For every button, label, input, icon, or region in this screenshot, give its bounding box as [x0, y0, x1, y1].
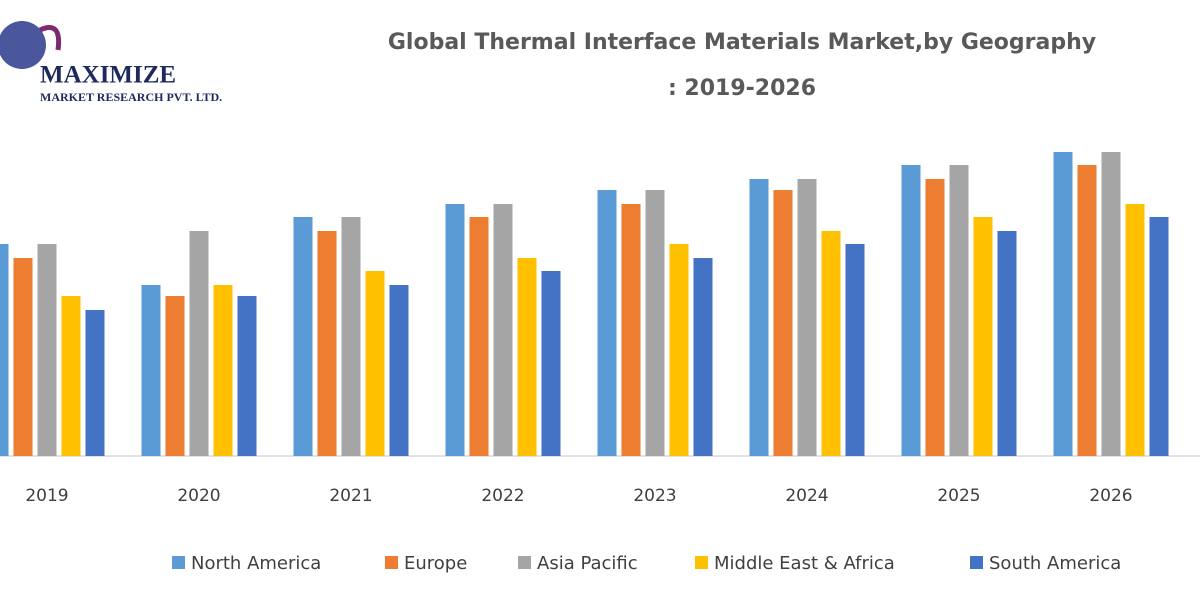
legend-swatch — [518, 556, 531, 569]
bar — [669, 244, 689, 456]
logo-swoosh — [38, 25, 62, 51]
logo: MAXIMIZE MARKET RESEARCH PVT. LTD. — [0, 21, 222, 104]
logo-tagline: MARKET RESEARCH PVT. LTD. — [40, 90, 222, 104]
bar — [469, 217, 489, 456]
bar — [749, 179, 769, 456]
bar — [365, 271, 385, 456]
x-tick-label: 2026 — [1089, 486, 1132, 506]
x-tick-label: 2022 — [481, 486, 524, 506]
x-tick-label: 2019 — [25, 486, 68, 506]
legend-label: Europe — [404, 553, 467, 574]
bar — [1077, 165, 1097, 456]
bar — [821, 231, 841, 456]
legend-label: North America — [191, 553, 321, 574]
bar — [293, 217, 313, 456]
bar — [1125, 204, 1145, 456]
x-tick-label: 2024 — [785, 486, 828, 506]
bar — [165, 296, 185, 456]
legend-swatch — [172, 556, 185, 569]
bar — [13, 258, 33, 456]
bar — [973, 217, 993, 456]
bar — [517, 258, 537, 456]
bar — [541, 271, 561, 456]
x-tick-label: 2025 — [937, 486, 980, 506]
bar — [645, 190, 665, 456]
bar — [597, 190, 617, 456]
bar — [773, 190, 793, 456]
legend-label: South America — [989, 553, 1121, 574]
bar — [493, 204, 513, 456]
bar — [389, 285, 409, 456]
legend-swatch — [970, 556, 983, 569]
bar — [445, 204, 465, 456]
bar — [845, 244, 865, 456]
bar — [317, 231, 337, 456]
bar — [797, 179, 817, 456]
bar — [189, 231, 209, 456]
bar — [0, 244, 9, 456]
legend-swatch — [385, 556, 398, 569]
bar — [213, 285, 233, 456]
bar — [997, 231, 1017, 456]
x-tick-label: 2021 — [329, 486, 372, 506]
bar — [949, 165, 969, 456]
bar — [925, 179, 945, 456]
chart-title: Global Thermal Interface Materials Marke… — [388, 30, 1096, 55]
bar — [141, 285, 161, 456]
bar — [621, 204, 641, 456]
bar — [37, 244, 57, 456]
logo-globe — [0, 21, 46, 69]
legend-label: Asia Pacific — [537, 553, 638, 574]
legend-swatch — [695, 556, 708, 569]
bar — [693, 258, 713, 456]
bar — [1149, 217, 1169, 456]
bar — [237, 296, 257, 456]
logo-name: MAXIMIZE — [40, 62, 176, 89]
chart-title: : 2019-2026 — [668, 76, 816, 101]
bar — [1053, 152, 1073, 456]
bar — [341, 217, 361, 456]
x-tick-label: 2020 — [177, 486, 220, 506]
x-tick-label: 2023 — [633, 486, 676, 506]
bar — [1101, 152, 1121, 456]
bar — [901, 165, 921, 456]
bar — [61, 296, 81, 456]
legend-label: Middle East & Africa — [714, 553, 895, 574]
bar — [85, 310, 105, 456]
